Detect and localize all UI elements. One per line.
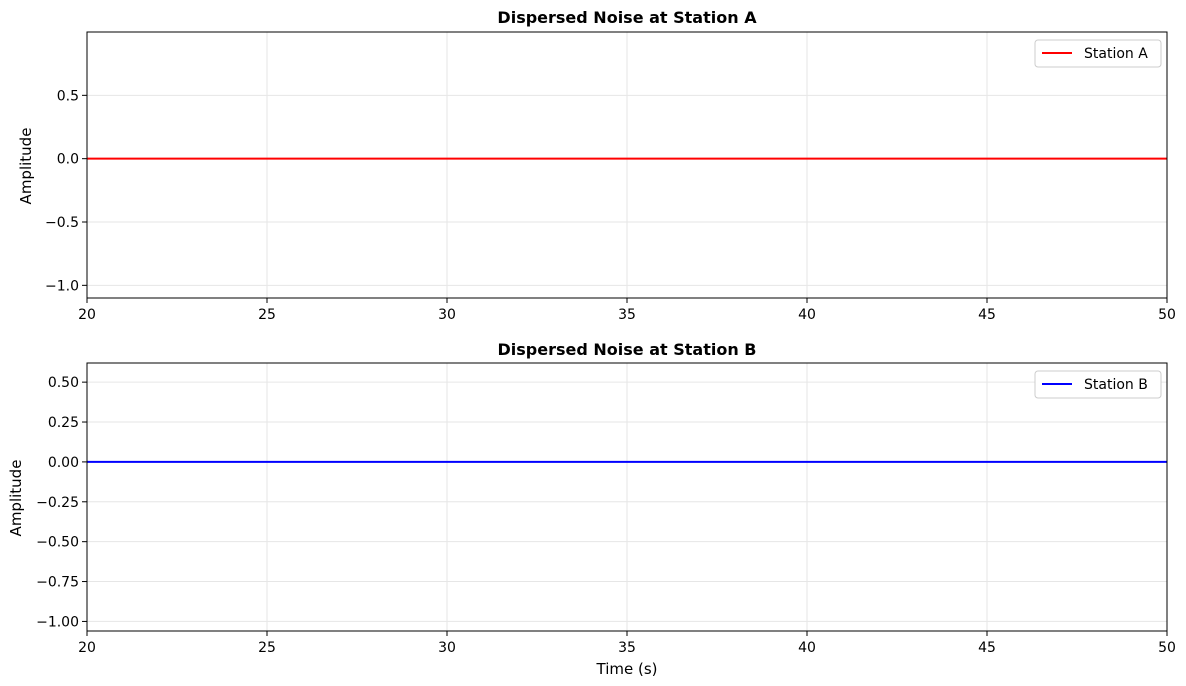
x-tick-label-b: 25 — [258, 640, 276, 656]
y-axis-label-b: Amplitude — [7, 460, 25, 537]
legend-b: Station B — [1034, 370, 1162, 399]
legend-box-b — [1034, 370, 1162, 399]
y-tick-label-b: −0.75 — [36, 575, 79, 591]
chart-panel-b: Dispersed Noise at Station B Amplitude T… — [7, 340, 1176, 678]
x-tick-label-a: 50 — [1158, 307, 1176, 323]
y-tick-label-a: −0.5 — [45, 215, 79, 231]
legend-label-station-a: Station A — [1084, 46, 1148, 62]
legend-a: Station A — [1034, 39, 1162, 68]
x-tick-label-b: 40 — [798, 640, 816, 656]
x-tick-label-a: 40 — [798, 307, 816, 323]
y-tick-label-b: −1.00 — [36, 614, 79, 630]
x-tick-label-a: 35 — [618, 307, 636, 323]
ticks-a: 20 25 30 35 40 45 50 −1.0 −0.5 0.0 0.5 — [45, 88, 1176, 323]
x-tick-label-b: 50 — [1158, 640, 1176, 656]
y-tick-label-a: 0.5 — [57, 88, 79, 104]
x-tick-label-b: 35 — [618, 640, 636, 656]
grid-b — [86, 363, 1168, 631]
chart-title-a: Dispersed Noise at Station A — [497, 8, 757, 27]
x-tick-label-b: 45 — [978, 640, 996, 656]
x-tick-label-a: 25 — [258, 307, 276, 323]
x-axis-label-b: Time (s) — [596, 660, 658, 678]
chart-title-b: Dispersed Noise at Station B — [498, 340, 757, 359]
legend-box-a — [1034, 39, 1162, 68]
x-tick-label-a: 30 — [438, 307, 456, 323]
ticks-b: 20 25 30 35 40 45 50 −1.00 −0.75 −0.50 −0.25 0.00 0.… — [36, 375, 1176, 656]
x-tick-label-b: 30 — [438, 640, 456, 656]
y-tick-label-b: 0.25 — [48, 415, 79, 431]
y-tick-label-a: −1.0 — [45, 278, 79, 294]
y-tick-label-a: 0.0 — [57, 152, 79, 168]
grid-a — [86, 32, 1168, 298]
chart-panel-a: Dispersed Noise at Station A Amplitude 2… — [17, 8, 1176, 323]
y-axis-label-a: Amplitude — [17, 128, 35, 205]
y-tick-label-b: −0.25 — [36, 495, 79, 511]
y-tick-label-b: 0.50 — [48, 375, 79, 391]
legend-label-station-b: Station B — [1084, 377, 1148, 393]
y-tick-label-b: 0.00 — [48, 455, 79, 471]
y-tick-label-b: −0.50 — [36, 535, 79, 551]
x-tick-label-b: 20 — [78, 640, 96, 656]
x-tick-label-a: 45 — [978, 307, 996, 323]
x-tick-label-a: 20 — [78, 307, 96, 323]
